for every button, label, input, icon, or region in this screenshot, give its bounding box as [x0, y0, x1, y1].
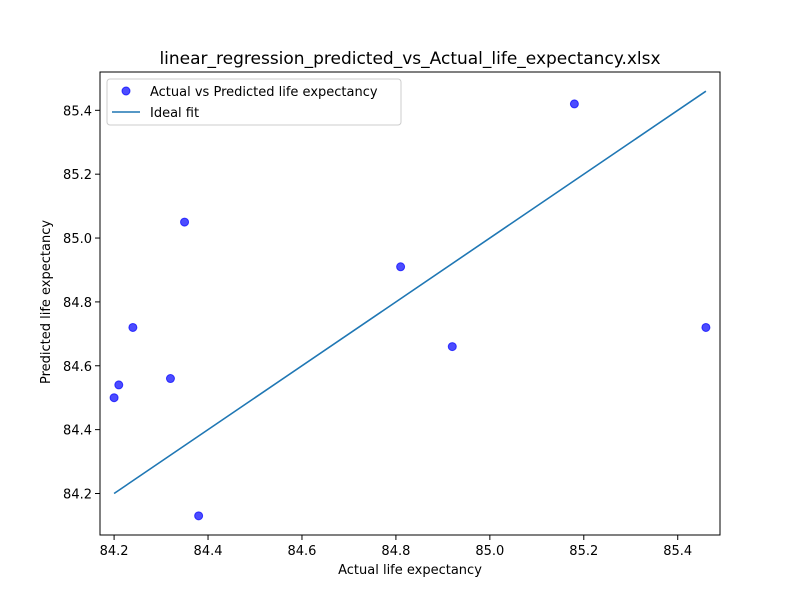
data-point	[180, 217, 190, 227]
y-tick-label: 84.2	[63, 487, 92, 502]
y-tick-label: 85.2	[63, 168, 92, 183]
y-tick-label: 84.8	[63, 296, 92, 311]
x-tick-label: 84.2	[100, 544, 129, 559]
data-point	[109, 393, 119, 403]
data-point	[194, 511, 204, 521]
data-point	[128, 322, 138, 332]
y-tick-label: 85.0	[63, 232, 92, 247]
x-tick-label: 85.4	[663, 544, 692, 559]
data-point	[447, 342, 457, 352]
x-tick-label: 85.0	[475, 544, 504, 559]
y-tick-label: 85.4	[63, 104, 92, 119]
data-point	[114, 380, 124, 390]
y-axis-label: Predicted life expectancy	[39, 220, 54, 384]
chart-title: linear_regression_predicted_vs_Actual_li…	[159, 49, 660, 69]
y-tick-label: 84.4	[63, 424, 92, 439]
data-point	[701, 322, 711, 332]
legend-box	[106, 78, 402, 126]
axes-frame	[99, 71, 721, 536]
legend-label: Ideal fit	[150, 106, 199, 121]
legend-label: Actual vs Predicted life expectancy	[150, 85, 378, 100]
x-axis-label: Actual life expectancy	[338, 563, 482, 578]
x-tick-label: 84.4	[194, 544, 223, 559]
data-point	[396, 262, 406, 272]
x-tick-label: 84.8	[381, 544, 410, 559]
y-tick-label: 84.6	[63, 360, 92, 375]
plot-area: 84.2 84.4 84.6 84.8 85.0 85.2 85.4 84.2 84.4 84.6…	[63, 71, 721, 559]
data-point	[165, 374, 175, 384]
x-tick-label: 85.2	[569, 544, 598, 559]
data-point	[569, 99, 579, 109]
x-tick-label: 84.6	[287, 544, 316, 559]
ideal-fit-line	[113, 90, 707, 495]
legend-point-marker	[121, 86, 131, 96]
